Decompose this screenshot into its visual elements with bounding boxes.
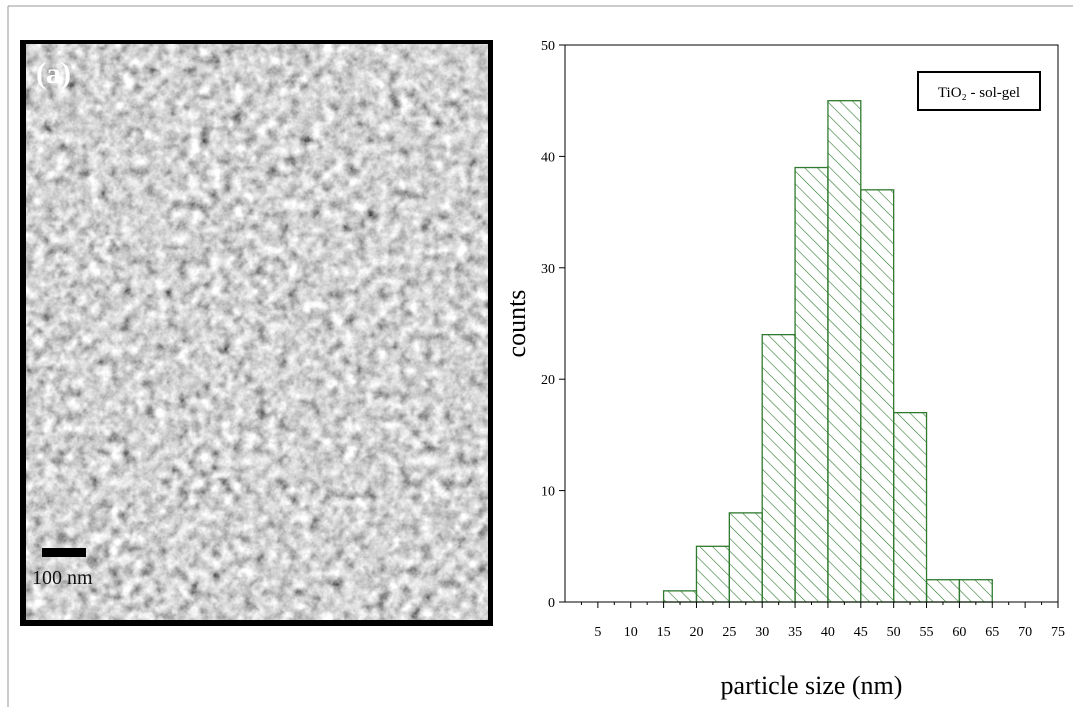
x-tick-label: 20: [689, 625, 703, 640]
x-tick-label: 65: [985, 625, 999, 640]
bar: [893, 411, 928, 603]
y-tick-label: 40: [541, 150, 555, 165]
x-tick-label: 30: [755, 625, 769, 640]
y-tick-label: 50: [541, 39, 555, 54]
bar: [794, 166, 829, 603]
x-tick-label: 25: [722, 625, 736, 640]
scale-bar-label: 100 nm: [32, 567, 93, 589]
sem-image: [26, 44, 488, 620]
scale-bar: [42, 548, 86, 557]
legend-box: [917, 71, 1041, 111]
bar: [662, 590, 698, 603]
panel-label: (a): [36, 57, 71, 90]
bar: [925, 579, 961, 603]
bar: [695, 545, 730, 603]
x-tick-label: 50: [887, 625, 901, 640]
y-tick-label: 0: [548, 596, 555, 611]
x-axis-label: particle size (nm): [721, 671, 903, 700]
x-tick-label: 45: [854, 625, 868, 640]
x-tick-label: 70: [1018, 625, 1032, 640]
bar: [958, 579, 993, 603]
sem-panel: (a) 100 nm: [20, 40, 493, 626]
x-tick-label: 10: [624, 625, 638, 640]
y-tick-label: 30: [541, 262, 555, 277]
x-tick-label: 35: [788, 625, 802, 640]
x-tick-label: 60: [952, 625, 966, 640]
bar: [860, 189, 895, 603]
x-tick-label: 40: [821, 625, 835, 640]
bar: [827, 100, 862, 603]
bar: [728, 512, 763, 603]
x-tick-label: 55: [920, 625, 934, 640]
bar: [761, 333, 796, 603]
y-axis-label: counts: [502, 290, 531, 358]
x-tick-label: 75: [1051, 625, 1065, 640]
x-tick-label: 15: [657, 625, 671, 640]
histogram: 0 10 20 30 40 50 5 10 15 20 25 30 35 40 45 50 55 60 65 70 75…: [502, 39, 1065, 700]
x-tick-label: 5: [594, 625, 601, 640]
y-tick-label: 10: [541, 485, 555, 500]
y-tick-label: 20: [541, 373, 555, 388]
legend-label: TiO₂ - sol-gel: [938, 85, 1020, 101]
